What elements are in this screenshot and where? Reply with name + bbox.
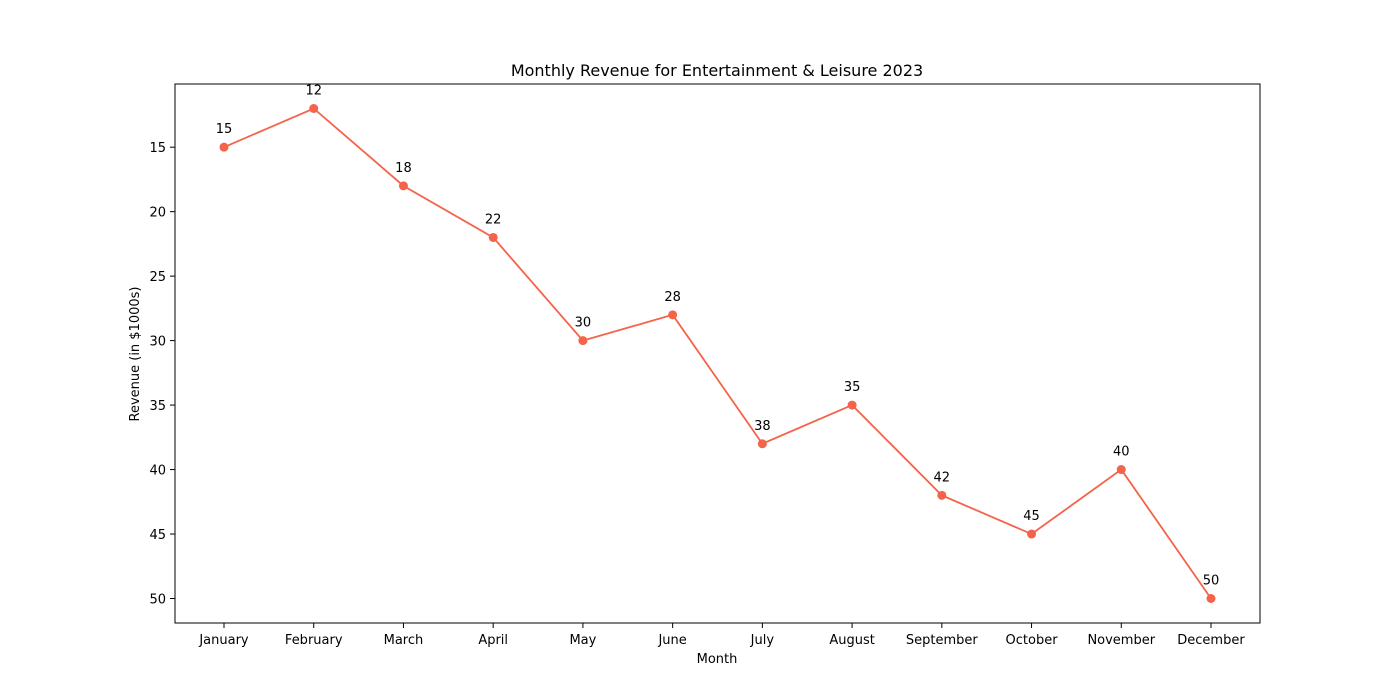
- y-tick-label: 20: [149, 206, 166, 221]
- chart-title: Monthly Revenue for Entertainment & Leis…: [511, 61, 923, 80]
- data-label: 42: [934, 470, 951, 485]
- y-tick-label: 40: [149, 464, 166, 479]
- data-point: [1206, 594, 1216, 603]
- data-label: 22: [485, 212, 502, 227]
- revenue-series: 15 12 18 22 30 28 38 35 42 45 40 50: [216, 84, 1220, 603]
- x-tick-label: February: [285, 633, 343, 648]
- data-point: [668, 310, 678, 320]
- y-axis-title: Revenue (in $1000s): [128, 286, 143, 421]
- x-tick-label: August: [829, 633, 875, 648]
- data-label: 30: [575, 316, 592, 331]
- x-tick-label: July: [750, 633, 775, 648]
- data-label: 12: [305, 84, 322, 99]
- data-point: [757, 439, 767, 449]
- data-point: [398, 181, 408, 191]
- x-tick-label: June: [657, 633, 686, 648]
- data-label: 18: [395, 161, 412, 176]
- x-tick-label: October: [1006, 633, 1059, 648]
- data-point: [847, 400, 857, 410]
- y-tick-label: 35: [149, 399, 166, 414]
- x-tick-label: May: [569, 633, 596, 648]
- data-point: [937, 490, 947, 500]
- data-point: [1027, 529, 1037, 539]
- series-line: [223, 107, 1212, 600]
- data-label: 28: [664, 290, 681, 305]
- data-label: 50: [1203, 574, 1220, 589]
- y-tick-label: 30: [149, 335, 166, 350]
- x-tick-label: November: [1087, 633, 1155, 648]
- plot-area: [174, 83, 1261, 624]
- x-tick-label: January: [198, 633, 249, 648]
- data-label: 40: [1113, 445, 1130, 460]
- y-tick-label: 15: [149, 141, 166, 156]
- data-label: 38: [754, 419, 771, 434]
- data-point: [578, 336, 588, 346]
- x-tick-label: September: [906, 633, 979, 648]
- x-tick-label: December: [1177, 633, 1245, 648]
- data-point: [219, 142, 229, 152]
- data-point: [488, 232, 498, 242]
- data-label: 35: [844, 380, 861, 395]
- y-tick-label: 45: [149, 528, 166, 543]
- y-tick-label: 50: [149, 593, 166, 608]
- data-label: 15: [216, 122, 233, 137]
- data-point: [309, 104, 319, 113]
- data-label: 45: [1023, 509, 1040, 524]
- x-axis-title: Month: [697, 652, 738, 667]
- x-tick-label: April: [478, 633, 508, 648]
- x-axis: January February March April May June July Augu…: [198, 623, 1245, 648]
- y-axis: 15 20 25 30 35 40 45 50: [149, 141, 175, 608]
- x-tick-label: March: [384, 633, 424, 648]
- y-tick-label: 25: [149, 270, 166, 285]
- data-point: [1116, 465, 1126, 475]
